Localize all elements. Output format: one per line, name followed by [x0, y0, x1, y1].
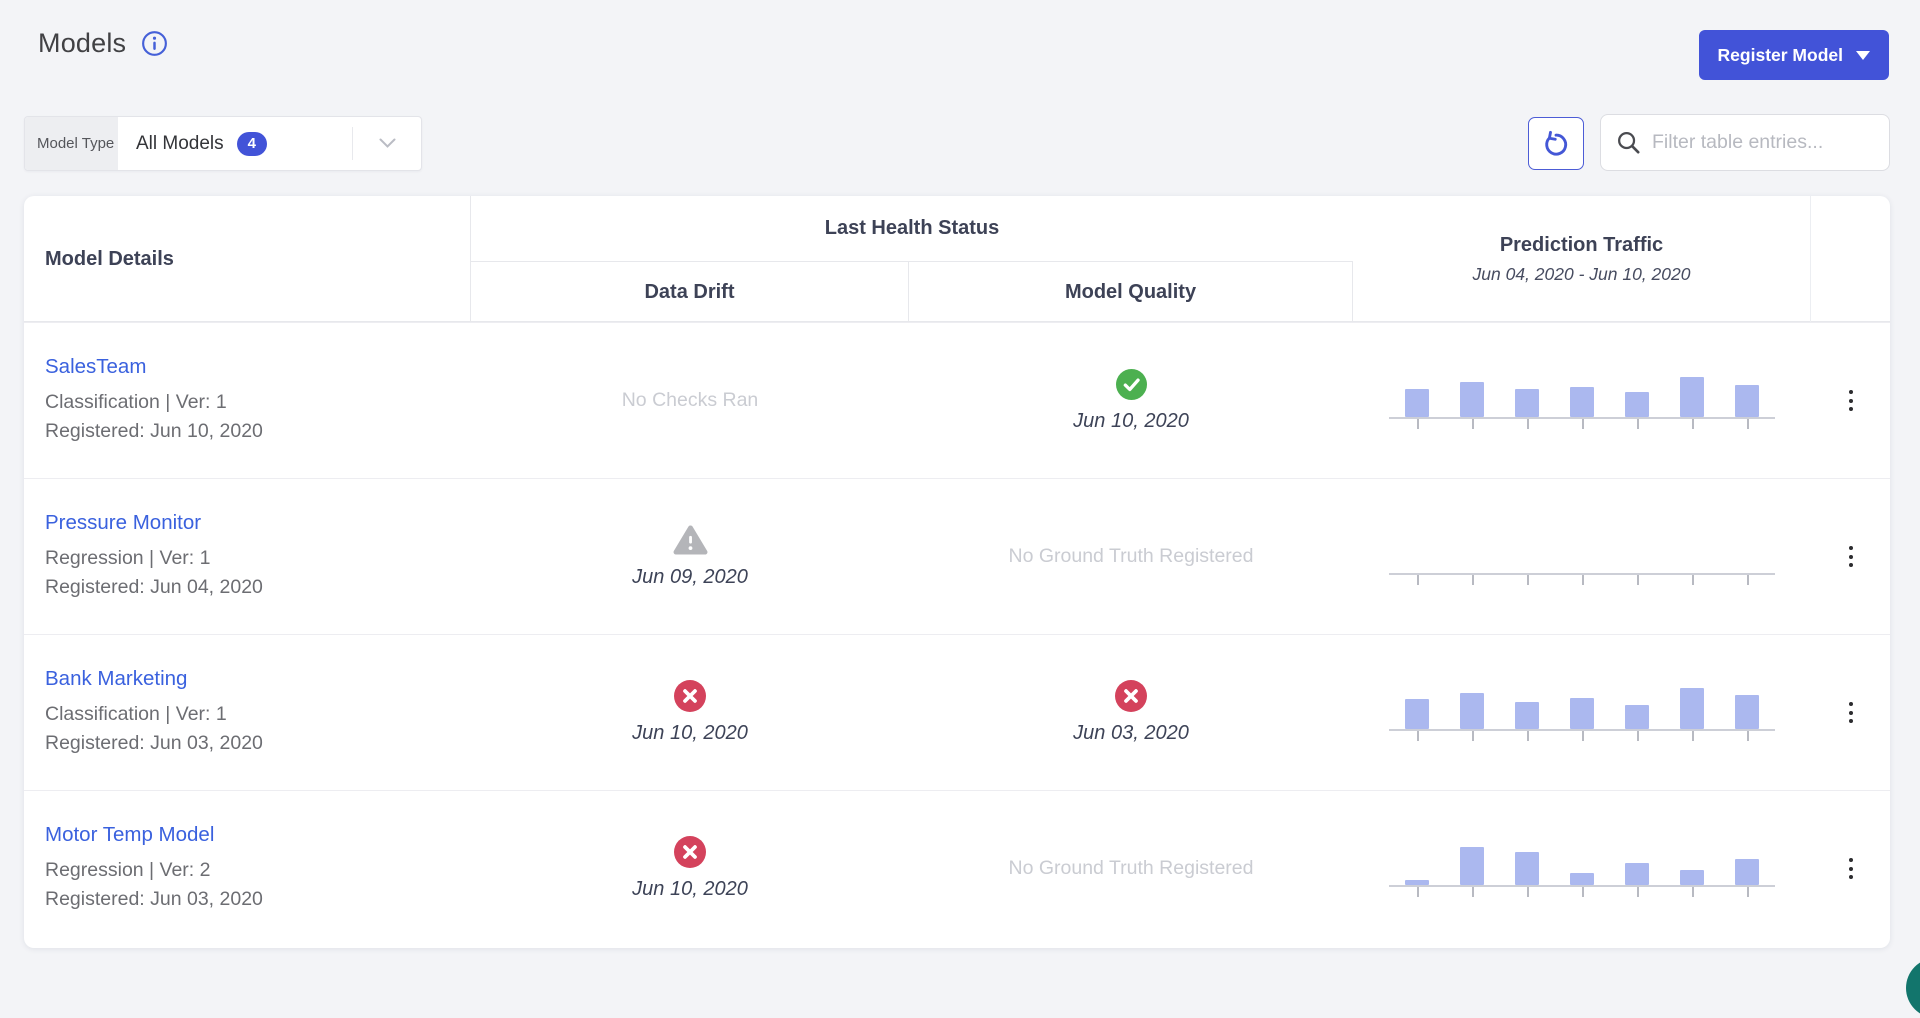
fail-status-icon	[674, 836, 706, 868]
models-table: Model Details Last Health Status Data Dr…	[24, 196, 1890, 948]
prediction-traffic-cell	[1353, 791, 1811, 946]
model-registered: Registered: Jun 04, 2020	[45, 576, 263, 598]
no-ground-truth-text: No Ground Truth Registered	[1008, 857, 1254, 879]
kebab-menu-button[interactable]	[1837, 848, 1865, 889]
status-date: Jun 03, 2020	[1073, 722, 1189, 744]
model-name-link[interactable]: Pressure Monitor	[45, 511, 202, 534]
table-row: Pressure Monitor Regression | Ver: 1 Reg…	[24, 478, 1890, 634]
column-header-last-health-status: Last Health Status	[471, 196, 1353, 262]
column-header-data-drift: Data Drift	[471, 262, 909, 322]
status-date: Jun 10, 2020	[632, 722, 748, 744]
divider	[352, 127, 353, 160]
status-date: Jun 10, 2020	[1073, 409, 1189, 432]
data-drift-cell: Jun 10, 2020	[471, 791, 909, 946]
traffic-sparkline-chart	[1389, 836, 1775, 902]
model-type-label: Model Type	[25, 117, 118, 170]
chat-widget-bubble[interactable]	[1906, 958, 1920, 1018]
model-details-cell: SalesTeam Classification | Ver: 1 Regist…	[24, 323, 471, 478]
model-type-value: All Models 4	[118, 117, 352, 170]
model-count-badge: 4	[236, 131, 267, 156]
fail-status-icon	[1115, 680, 1147, 712]
row-actions-cell	[1811, 791, 1890, 946]
column-header-model-quality: Model Quality	[909, 262, 1353, 322]
model-quality-cell: No Ground Truth Registered	[909, 479, 1353, 634]
traffic-sparkline-chart	[1389, 680, 1775, 746]
table-header: Model Details Last Health Status Data Dr…	[24, 196, 1890, 322]
model-registered: Registered: Jun 03, 2020	[45, 888, 263, 910]
page-header: Models	[38, 28, 168, 59]
status-date: Jun 10, 2020	[632, 878, 748, 900]
row-actions-cell	[1811, 479, 1890, 634]
register-model-button[interactable]: Register Model	[1698, 30, 1889, 80]
selected-option-label: All Models	[136, 132, 224, 154]
search-input[interactable]	[1652, 131, 1875, 154]
model-quality-cell: Jun 03, 2020	[909, 635, 1353, 790]
model-name-link[interactable]: SalesTeam	[45, 355, 147, 378]
model-quality-cell: No Ground Truth Registered	[909, 791, 1353, 946]
traffic-sparkline-chart	[1389, 368, 1775, 434]
table-row: Motor Temp Model Regression | Ver: 2 Reg…	[24, 790, 1890, 946]
table-row: Bank Marketing Classification | Ver: 1 R…	[24, 634, 1890, 790]
table-row: SalesTeam Classification | Ver: 1 Regist…	[24, 322, 1890, 478]
model-registered: Registered: Jun 03, 2020	[45, 732, 263, 754]
kebab-menu-button[interactable]	[1837, 692, 1865, 733]
prediction-traffic-date-range: Jun 04, 2020 - Jun 10, 2020	[1472, 263, 1691, 284]
column-header-prediction-traffic: Prediction Traffic Jun 04, 2020 - Jun 10…	[1353, 196, 1811, 322]
model-details-cell: Bank Marketing Classification | Ver: 1 R…	[24, 635, 471, 790]
model-type-select[interactable]: Model Type All Models 4	[24, 116, 422, 171]
model-name-link[interactable]: Bank Marketing	[45, 667, 188, 690]
no-ground-truth-text: No Ground Truth Registered	[1008, 545, 1254, 567]
model-meta: Regression | Ver: 1	[45, 547, 211, 569]
kebab-menu-button[interactable]	[1837, 380, 1865, 421]
model-meta: Regression | Ver: 2	[45, 859, 211, 881]
warning-status-icon	[673, 524, 708, 556]
pass-status-icon	[1115, 368, 1147, 400]
filter-search-box	[1600, 114, 1890, 171]
data-drift-cell: Jun 10, 2020	[471, 635, 909, 790]
column-header-model-details: Model Details	[24, 196, 471, 322]
refresh-button[interactable]	[1528, 117, 1584, 170]
info-icon[interactable]	[141, 30, 168, 57]
prediction-traffic-title: Prediction Traffic	[1499, 233, 1664, 256]
prediction-traffic-cell	[1353, 479, 1811, 634]
fail-status-icon	[674, 680, 706, 712]
caret-down-icon	[1856, 50, 1870, 60]
row-actions-cell	[1811, 323, 1890, 478]
model-meta: Classification | Ver: 1	[45, 703, 227, 725]
data-drift-cell: Jun 09, 2020	[471, 479, 909, 634]
traffic-sparkline-chart	[1389, 524, 1775, 590]
kebab-menu-button[interactable]	[1837, 536, 1865, 577]
model-details-cell: Pressure Monitor Regression | Ver: 1 Reg…	[24, 479, 471, 634]
model-meta: Classification | Ver: 1	[45, 391, 227, 413]
status-date: Jun 09, 2020	[632, 566, 748, 588]
page-title: Models	[38, 28, 127, 58]
no-checks-text: No Checks Ran	[621, 389, 759, 411]
prediction-traffic-cell	[1353, 635, 1811, 790]
model-details-cell: Motor Temp Model Regression | Ver: 2 Reg…	[24, 791, 471, 946]
row-actions-cell	[1811, 635, 1890, 790]
data-drift-cell: No Checks Ran	[471, 323, 909, 478]
search-icon	[1618, 132, 1640, 154]
register-model-label: Register Model	[1717, 44, 1843, 65]
model-registered: Registered: Jun 10, 2020	[45, 420, 263, 442]
refresh-icon	[1545, 130, 1568, 156]
model-quality-cell: Jun 10, 2020	[909, 323, 1353, 478]
chevron-down-icon	[353, 117, 421, 170]
prediction-traffic-cell	[1353, 323, 1811, 478]
model-name-link[interactable]: Motor Temp Model	[45, 823, 215, 846]
